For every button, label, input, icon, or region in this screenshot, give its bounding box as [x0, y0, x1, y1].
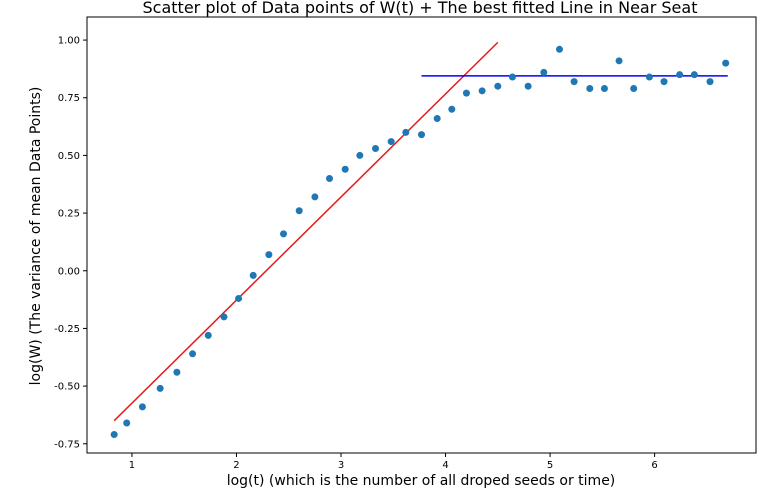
data-point [615, 57, 623, 65]
data-point [494, 82, 502, 90]
plot-area [110, 41, 730, 439]
data-point [311, 193, 319, 201]
data-point [555, 45, 563, 53]
data-point [189, 350, 197, 358]
data-point [326, 174, 334, 182]
data-point [508, 73, 516, 81]
data-point [462, 89, 470, 97]
y-tick-label: -0.75 [54, 439, 80, 450]
data-point [220, 313, 228, 321]
data-point [280, 230, 288, 238]
data-point [156, 384, 164, 392]
data-point [478, 87, 486, 95]
data-point [295, 207, 303, 215]
data-point [173, 368, 181, 376]
data-point [123, 419, 131, 427]
data-point [630, 85, 638, 93]
data-point [706, 78, 714, 86]
y-tick-label: 0.75 [58, 93, 80, 104]
data-point [524, 82, 532, 90]
y-tick-label: 0.50 [58, 151, 80, 162]
x-tick-label: 1 [129, 460, 135, 471]
x-tick-label: 3 [338, 460, 344, 471]
x-tick-label: 2 [233, 460, 239, 471]
axes-frame [86, 16, 757, 454]
fitted-line-red [113, 41, 499, 422]
data-point [138, 403, 146, 411]
y-tick-label: 0.25 [58, 209, 80, 220]
data-point [387, 138, 395, 146]
data-point [600, 85, 608, 93]
data-point [645, 73, 653, 81]
data-point [110, 431, 118, 439]
data-point [235, 294, 243, 302]
data-point [341, 165, 349, 173]
data-point [660, 78, 668, 86]
y-tick-label: 1.00 [58, 36, 80, 47]
data-point [540, 68, 548, 76]
x-tick-label: 6 [651, 460, 657, 471]
data-point [570, 78, 578, 86]
chart-title: Scatter plot of Data points of W(t) + Th… [143, 0, 698, 17]
data-point [249, 271, 257, 279]
data-point [372, 144, 380, 152]
data-point [586, 85, 594, 93]
data-point [676, 71, 684, 79]
data-point [402, 128, 410, 136]
data-point [722, 59, 730, 67]
x-axis-label: log(t) (which is the number of all drope… [227, 473, 616, 489]
data-point [204, 331, 212, 339]
y-tick-label: -0.25 [54, 324, 80, 335]
y-tick-label: -0.50 [54, 382, 80, 393]
data-point [433, 115, 441, 123]
y-tick-label: 0.00 [58, 266, 80, 277]
x-tick-label: 4 [442, 460, 448, 471]
data-point [356, 151, 364, 159]
data-point [690, 71, 698, 79]
y-axis: -0.75 -0.50 -0.25 0.00 0.25 0.50 0.75 1.00 [54, 36, 87, 450]
y-axis-label: log(W) (The variance of mean Data Points… [28, 87, 44, 386]
data-point [265, 251, 273, 259]
data-point [418, 131, 425, 139]
x-tick-label: 5 [547, 460, 553, 471]
x-axis: 1 2 3 4 5 6 [129, 453, 658, 471]
data-point [448, 105, 456, 113]
